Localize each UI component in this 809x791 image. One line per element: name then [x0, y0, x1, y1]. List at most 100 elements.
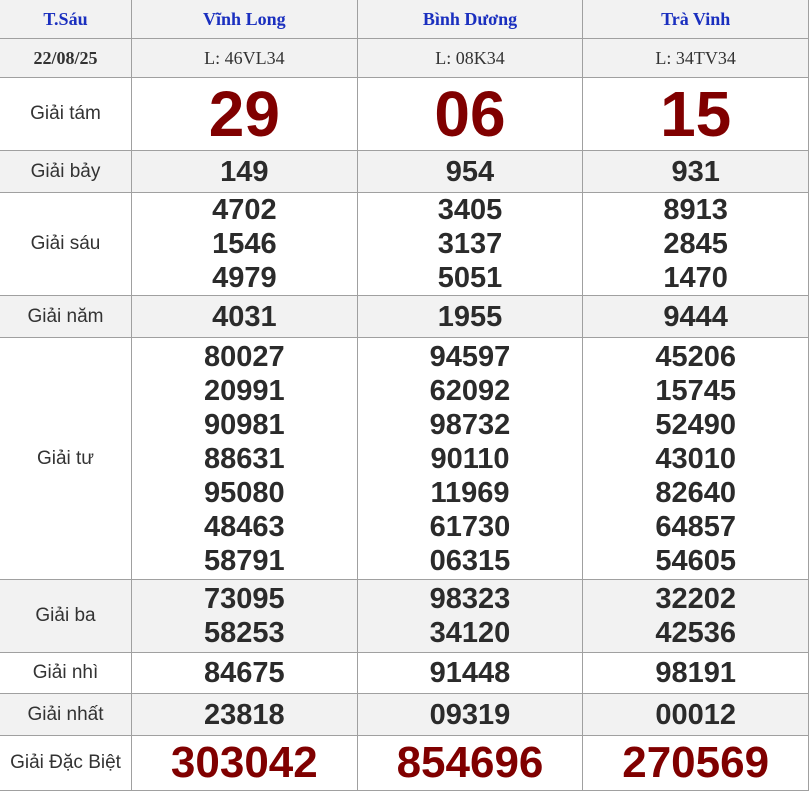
prize-number: 42536 — [655, 617, 736, 649]
prize-number: 95080 — [204, 476, 285, 509]
prize-number: 88631 — [204, 442, 285, 475]
prize-number: 4979 — [212, 262, 277, 294]
prize-row: Giải Đặc Biệt 303042 854696 270569 — [0, 735, 809, 791]
prize-number: 4702 — [212, 194, 277, 226]
prize-label: Giải sáu — [0, 192, 132, 296]
prize-number: 43010 — [655, 442, 736, 475]
prize-number: 45206 — [655, 340, 736, 373]
prize-row: Giải nhì 84675 91448 98191 — [0, 652, 809, 694]
prize-number: 270569 — [622, 738, 770, 787]
prize-cell: 29 — [131, 77, 358, 151]
prize-row: Giải tư 80027 20991 90981 88631 95080 48463 587… — [0, 337, 809, 580]
prize-cell: 1955 — [356, 295, 584, 338]
prize-label: Giải ba — [0, 579, 132, 653]
prize-label: Giải Đặc Biệt — [0, 735, 132, 791]
prize-cell: 931 — [582, 150, 809, 193]
prize-number: 1546 — [212, 228, 277, 260]
province-binh-duong[interactable]: Bình Dương — [356, 0, 584, 39]
prize-number: 61730 — [429, 510, 511, 543]
date-row: 22/08/25 L: 46VL34 L: 08K34 L: 34TV34 — [0, 38, 809, 78]
prize-number: 80027 — [204, 340, 285, 373]
prize-number: 3137 — [437, 228, 503, 260]
prize-cell: 00012 — [582, 693, 809, 736]
prize-cell: 45206 15745 52490 43010 82640 64857 54605 — [582, 337, 809, 580]
prize-number: 52490 — [655, 408, 736, 441]
prize-number: 91448 — [429, 657, 511, 689]
prize-number: 98732 — [429, 408, 511, 441]
prize-number: 58253 — [204, 617, 285, 649]
prize-number: 06315 — [429, 544, 511, 577]
prize-cell: 09319 — [356, 693, 584, 736]
prize-number: 1470 — [663, 262, 728, 294]
ticket-code: L: 46VL34 — [131, 38, 358, 78]
prize-number: 2845 — [663, 228, 728, 260]
prize-number: 5051 — [437, 262, 503, 294]
prize-number: 854696 — [396, 738, 544, 787]
prize-row: Giải nhất 23818 09319 00012 — [0, 693, 809, 736]
prize-cell: 73095 58253 — [131, 579, 358, 653]
prize-row: Giải ba 73095 58253 98323 34120 32202 42536 — [0, 579, 809, 653]
prize-cell: 15 — [582, 77, 809, 151]
prize-number: 8913 — [663, 194, 728, 226]
prize-label: Giải bảy — [0, 150, 132, 193]
prize-cell: 3405 3137 5051 — [356, 192, 584, 296]
prize-number: 98323 — [429, 583, 511, 615]
prize-number: 90110 — [430, 442, 510, 475]
prize-number: 931 — [671, 155, 720, 188]
prize-cell: 303042 — [131, 735, 358, 791]
prize-label: Giải nhì — [0, 652, 132, 694]
prize-number: 3405 — [437, 194, 503, 226]
prize-number: 20991 — [204, 374, 285, 407]
prize-number: 9444 — [663, 300, 728, 333]
prize-number: 90981 — [204, 408, 285, 441]
prize-number: 82640 — [655, 476, 736, 509]
prize-cell: 84675 — [131, 652, 358, 694]
prize-cell: 9444 — [582, 295, 809, 338]
ticket-code: L: 08K34 — [356, 38, 584, 78]
prize-number: 98191 — [655, 657, 736, 689]
prize-number: 1955 — [437, 300, 503, 333]
prize-number: 06 — [434, 78, 506, 150]
prize-number: 954 — [445, 155, 495, 188]
prize-label: Giải năm — [0, 295, 132, 338]
prize-row: Giải bảy 149 954 931 — [0, 150, 809, 193]
prize-number: 84675 — [204, 657, 285, 689]
prize-number: 64857 — [655, 510, 736, 543]
prize-row: Giải sáu 4702 1546 4979 3405 3137 5051 8913 2845… — [0, 192, 809, 296]
prize-cell: 94597 62092 98732 90110 11969 61730 06315 — [356, 337, 584, 580]
prize-cell: 32202 42536 — [582, 579, 809, 653]
province-tra-vinh[interactable]: Trà Vinh — [582, 0, 809, 39]
prize-number: 23818 — [204, 698, 285, 731]
prize-cell: 270569 — [582, 735, 809, 791]
province-vinh-long[interactable]: Vĩnh Long — [131, 0, 358, 39]
prize-number: 303042 — [170, 738, 318, 787]
prize-number: 15 — [660, 78, 732, 150]
prize-number: 00012 — [655, 698, 736, 731]
prize-number: 29 — [208, 78, 280, 150]
prize-number: 11969 — [430, 476, 510, 509]
prize-cell: 4031 — [131, 295, 358, 338]
prize-label: Giải tư — [0, 337, 132, 580]
prize-number: 15745 — [655, 374, 736, 407]
prize-number: 32202 — [655, 583, 736, 615]
prize-cell: 8913 2845 1470 — [582, 192, 809, 296]
prize-cell: 91448 — [356, 652, 584, 694]
prize-number: 73095 — [204, 583, 285, 615]
prize-number: 149 — [220, 155, 269, 188]
prize-cell: 80027 20991 90981 88631 95080 48463 58791 — [131, 337, 358, 580]
prize-number: 58791 — [204, 544, 285, 577]
day-label: T.Sáu — [0, 0, 132, 39]
prize-cell: 23818 — [131, 693, 358, 736]
prize-cell: 4702 1546 4979 — [131, 192, 358, 296]
prize-number: 54605 — [655, 544, 736, 577]
prize-number: 94597 — [429, 340, 511, 373]
prize-cell: 954 — [356, 150, 584, 193]
prize-number: 62092 — [429, 374, 511, 407]
prize-cell: 854696 — [356, 735, 584, 791]
prize-label: Giải tám — [0, 77, 132, 151]
draw-date: 22/08/25 — [0, 38, 132, 78]
prize-cell: 06 — [356, 77, 584, 151]
prize-number: 4031 — [212, 300, 277, 333]
prize-label: Giải nhất — [0, 693, 132, 736]
